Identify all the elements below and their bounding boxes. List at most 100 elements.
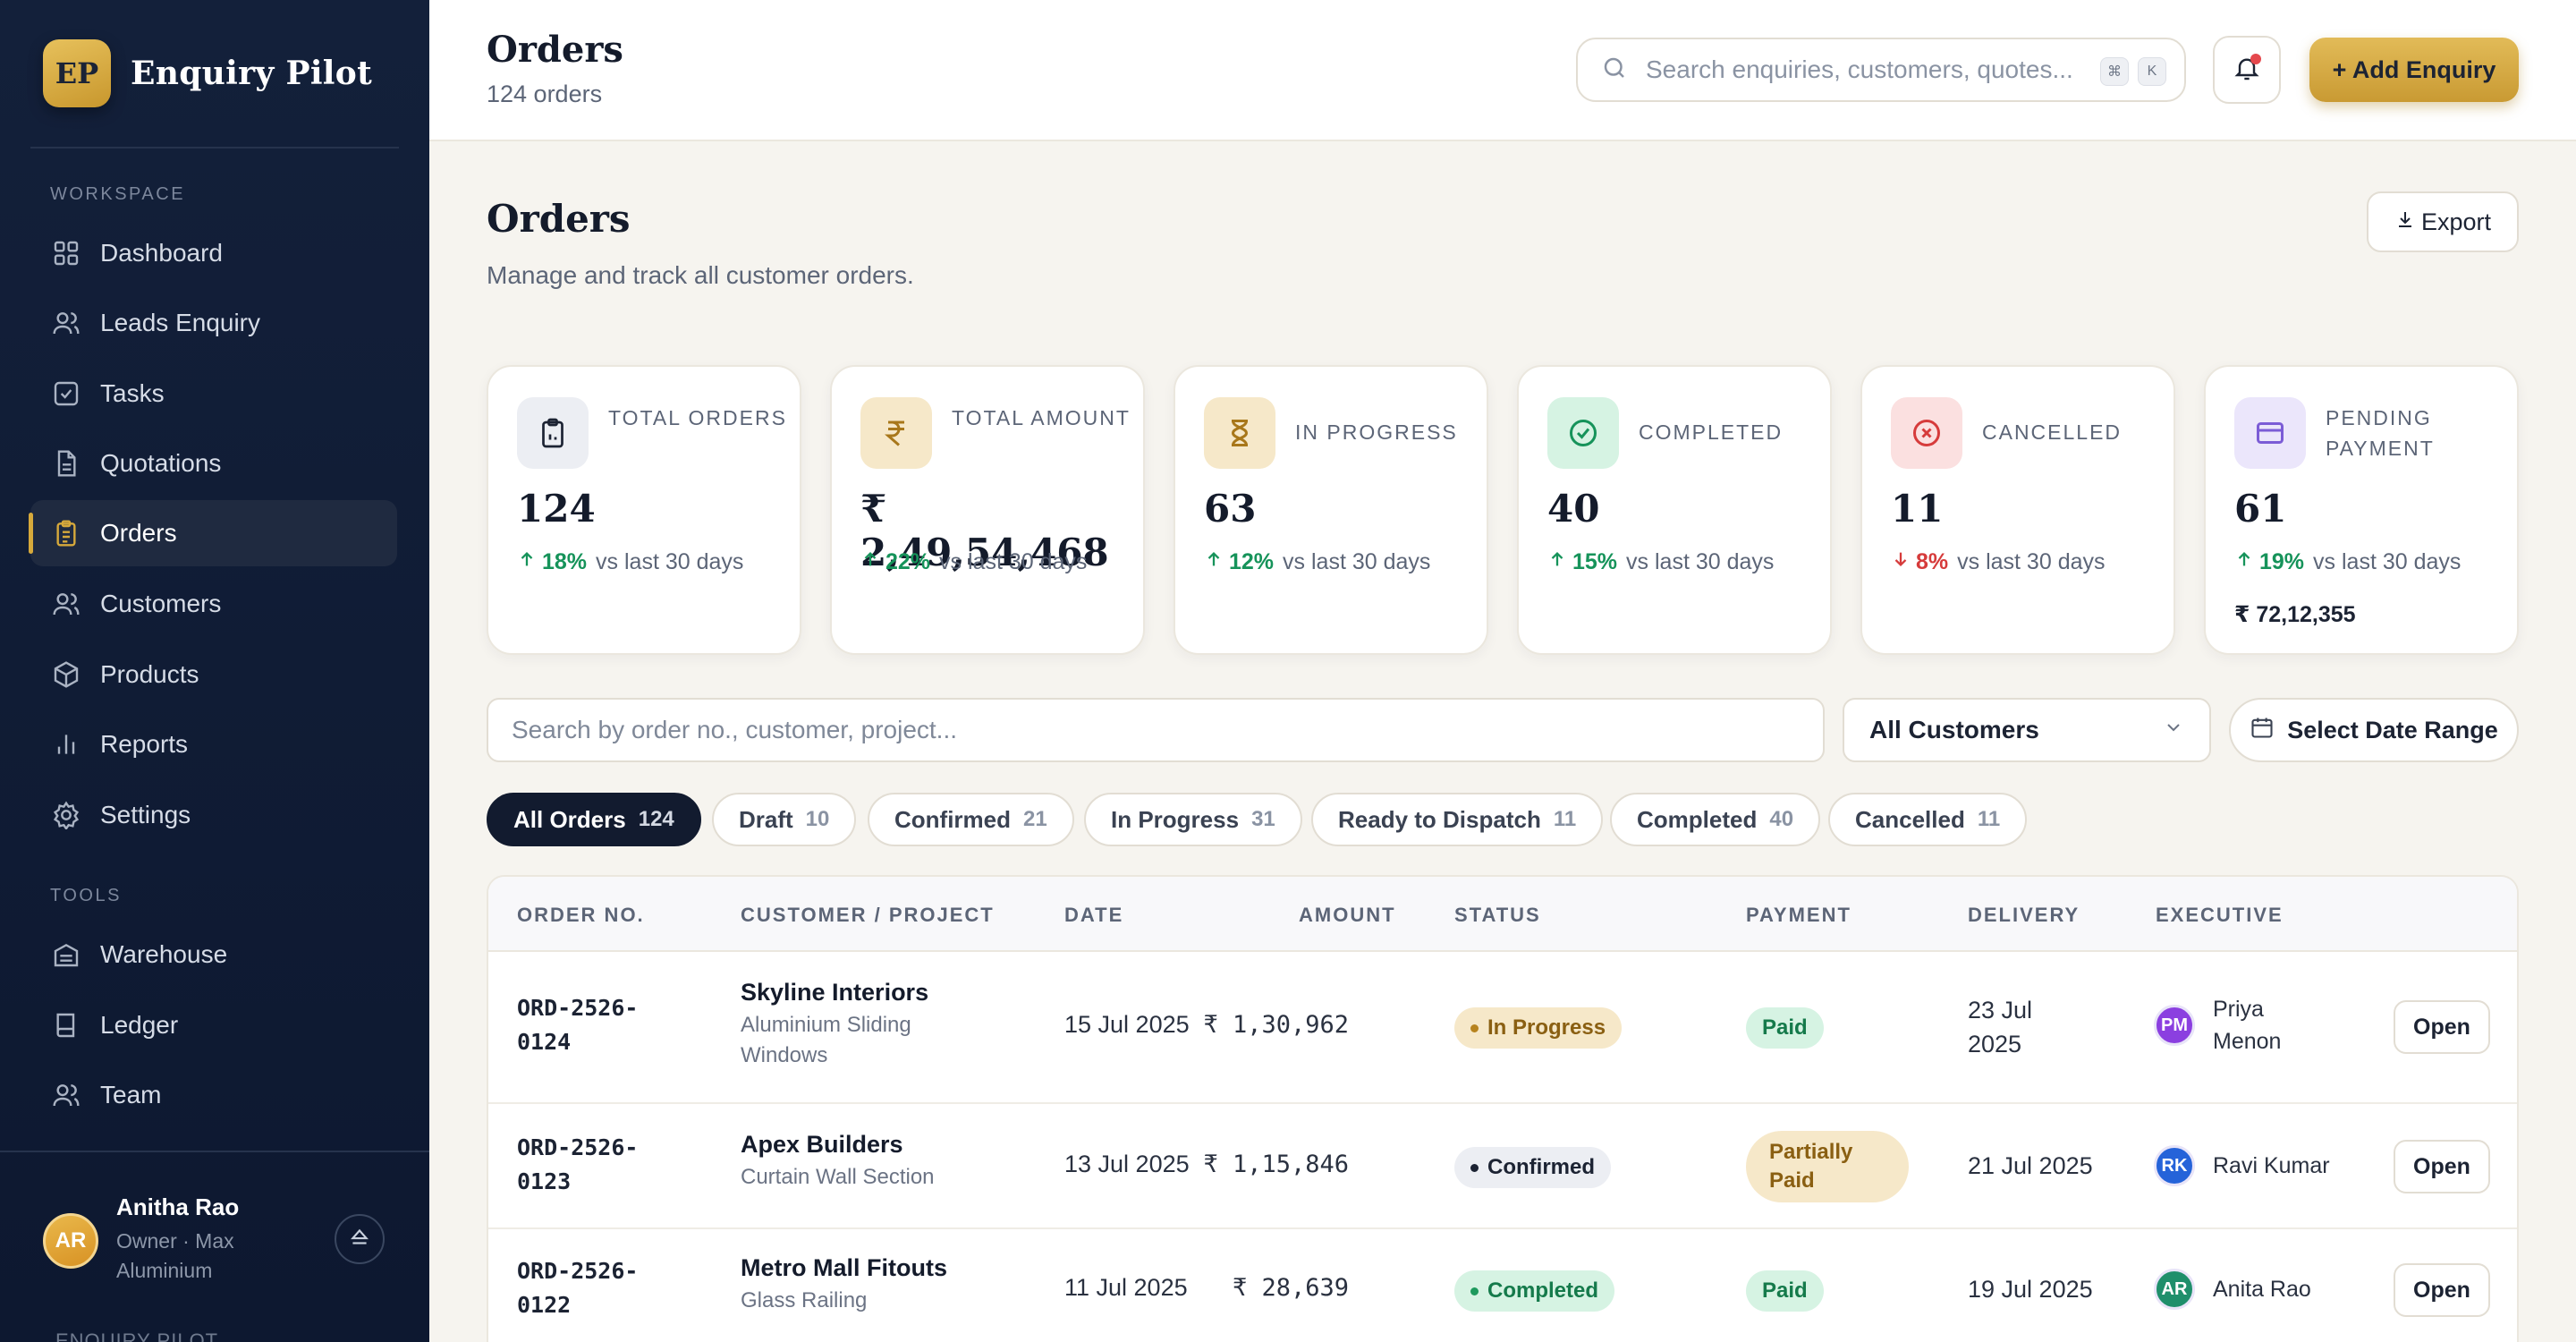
date-range-button[interactable]: Select Date Range	[2229, 698, 2519, 762]
brand-logo: EP	[43, 39, 111, 107]
tab-count: 11	[1977, 807, 2001, 831]
avatar: AR	[43, 1213, 98, 1269]
page-subtitle: Manage and track all customer orders.	[487, 261, 914, 289]
download-icon	[2394, 208, 2416, 236]
column-header[interactable]: DATE	[1064, 904, 1124, 926]
column-header[interactable]: ORDER NO.	[517, 904, 645, 926]
status-label: In Progress	[1487, 1015, 1606, 1040]
global-search-input[interactable]: Search enquiries, customers, quotes... ⌘…	[1576, 38, 2186, 102]
tab-in-progress[interactable]: In Progress 31	[1084, 793, 1302, 846]
customer-select[interactable]: All Customers	[1843, 698, 2211, 762]
sidebar-item-label: Dashboard	[100, 239, 223, 267]
column-header[interactable]: DELIVERY	[1968, 904, 2080, 926]
search-icon	[1601, 55, 1628, 86]
brand[interactable]: EP Enquiry Pilot	[43, 39, 372, 107]
sidebar-item-label: Customers	[100, 590, 222, 617]
stat-trend: 19% vs last 30 days	[2234, 549, 2461, 575]
tab-cancelled[interactable]: Cancelled 11	[1828, 793, 2028, 846]
executive: AR Anita Rao	[2154, 1269, 2311, 1310]
sidebar-item-label: Team	[100, 1081, 162, 1108]
sidebar-item-ledger[interactable]: Ledger	[30, 992, 397, 1058]
order-search-input[interactable]: Search by order no., customer, project..…	[487, 698, 1825, 762]
sidebar-item-warehouse[interactable]: Warehouse	[30, 922, 397, 988]
sidebar-item-products[interactable]: Products	[30, 641, 397, 708]
open-button[interactable]: Open	[2394, 1000, 2490, 1054]
kbd-cmd: ⌘	[2100, 57, 2129, 86]
eject-icon	[348, 1226, 371, 1253]
sidebar-item-leads-enquiry[interactable]: Leads Enquiry	[30, 290, 397, 356]
payment-badge: Partially Paid	[1746, 1131, 1909, 1202]
sidebar-item-tasks[interactable]: Tasks	[30, 361, 397, 427]
table-row[interactable]: ORD-2526- 0124 Skyline Interiors Alumini…	[488, 952, 2517, 1104]
stat-value: ₹ 2,49,54,468	[860, 487, 1109, 574]
sidebar-item-settings[interactable]: Settings	[30, 782, 397, 848]
stat-vs: vs last 30 days	[1283, 549, 1431, 574]
tab-ready-to-dispatch[interactable]: Ready to Dispatch 11	[1311, 793, 1604, 846]
open-button[interactable]: Open	[2394, 1140, 2490, 1193]
stat-vs: vs last 30 days	[1957, 549, 2106, 574]
calendar-icon	[2250, 715, 2275, 746]
order-amount: ₹ 1,30,962	[1203, 1011, 1349, 1039]
customer-name: Metro Mall Fitouts	[741, 1254, 947, 1281]
add-enquiry-button[interactable]: + Add Enquiry	[2309, 38, 2519, 102]
sidebar-item-team[interactable]: Team	[30, 1062, 397, 1128]
check-circle-icon	[1547, 397, 1619, 469]
sidebar-item-label: Leads Enquiry	[100, 309, 261, 336]
sidebar-item-quotations[interactable]: Quotations	[30, 430, 397, 497]
tab-draft[interactable]: Draft 10	[712, 793, 857, 846]
tab-completed[interactable]: Completed 40	[1610, 793, 1821, 846]
order-number-prefix: ORD-2526-	[517, 995, 639, 1021]
stat-value: 11	[1891, 487, 1944, 531]
stat-label: CANCELLED	[1982, 420, 2123, 444]
order-amount: ₹ 1,15,846	[1203, 1151, 1349, 1178]
gear-icon	[50, 799, 82, 831]
brand-name: Enquiry Pilot	[131, 55, 373, 92]
customer-project: Apex Builders Curtain Wall Section	[741, 1131, 1009, 1193]
export-label: Export	[2420, 208, 2492, 235]
status-badge: Completed	[1454, 1270, 1615, 1312]
table-header: ORDER NO. CUSTOMER / PROJECT DATE AMOUNT…	[488, 877, 2517, 952]
sidebar-item-reports[interactable]: Reports	[30, 711, 397, 777]
users-icon	[50, 1079, 82, 1111]
sidebar-item-orders[interactable]: Orders	[29, 500, 397, 566]
order-number: ORD-2526- 0123	[517, 1131, 638, 1199]
stat-card-completed: COMPLETED 40 15% vs last 30 days	[1517, 365, 1832, 655]
notification-dot	[2250, 54, 2261, 64]
bar-chart-icon	[50, 728, 82, 760]
arrow-up-icon	[1547, 549, 1567, 575]
executive-name: Ravi Kumar	[2213, 1153, 2330, 1178]
warehouse-icon	[50, 939, 82, 971]
tab-count: 11	[1553, 807, 1577, 831]
stat-pct: 22%	[886, 549, 931, 574]
status-label: Completed	[1487, 1278, 1599, 1303]
sidebar-item-customers[interactable]: Customers	[30, 571, 397, 637]
column-header[interactable]: STATUS	[1454, 904, 1541, 926]
notifications-button[interactable]	[2213, 36, 2281, 104]
header-subtitle: 124 orders	[487, 81, 603, 107]
user-profile[interactable]: AR Anitha Rao Owner · Max Aluminium	[43, 1193, 268, 1286]
stat-trend: 15% vs last 30 days	[1547, 549, 1774, 575]
column-header[interactable]: EXECUTIVE	[2156, 904, 2284, 926]
column-header[interactable]: PAYMENT	[1746, 904, 1852, 926]
user-name: Anitha Rao	[116, 1193, 240, 1220]
project-name: Glass Railing	[741, 1288, 868, 1312]
column-header[interactable]: AMOUNT	[1299, 904, 1396, 926]
kbd-k: K	[2138, 57, 2166, 86]
tab-confirmed[interactable]: Confirmed 21	[868, 793, 1074, 846]
column-header[interactable]: CUSTOMER / PROJECT	[741, 904, 995, 926]
tab-all-orders[interactable]: All Orders 124	[487, 793, 701, 846]
status-badge: Confirmed	[1454, 1147, 1611, 1188]
project-name: Aluminium Sliding Windows	[741, 1013, 911, 1067]
tab-label: Completed	[1637, 805, 1758, 833]
sidebar-item-dashboard[interactable]: Dashboard	[30, 220, 397, 286]
tab-count: 21	[1023, 807, 1047, 831]
stat-pct: 8%	[1916, 549, 1949, 574]
export-button[interactable]: Export	[2367, 191, 2519, 252]
payment-badge: Paid	[1746, 1270, 1824, 1312]
table-row[interactable]: ORD-2526- 0123 Apex Builders Curtain Wal…	[488, 1104, 2517, 1229]
table-row[interactable]: ORD-2526- 0122 Metro Mall Fitouts Glass …	[488, 1229, 2517, 1342]
open-button[interactable]: Open	[2394, 1263, 2490, 1317]
credit-card-icon	[2234, 397, 2306, 469]
logout-button[interactable]	[335, 1214, 385, 1264]
order-date: 15 Jul 2025	[1064, 1011, 1190, 1038]
